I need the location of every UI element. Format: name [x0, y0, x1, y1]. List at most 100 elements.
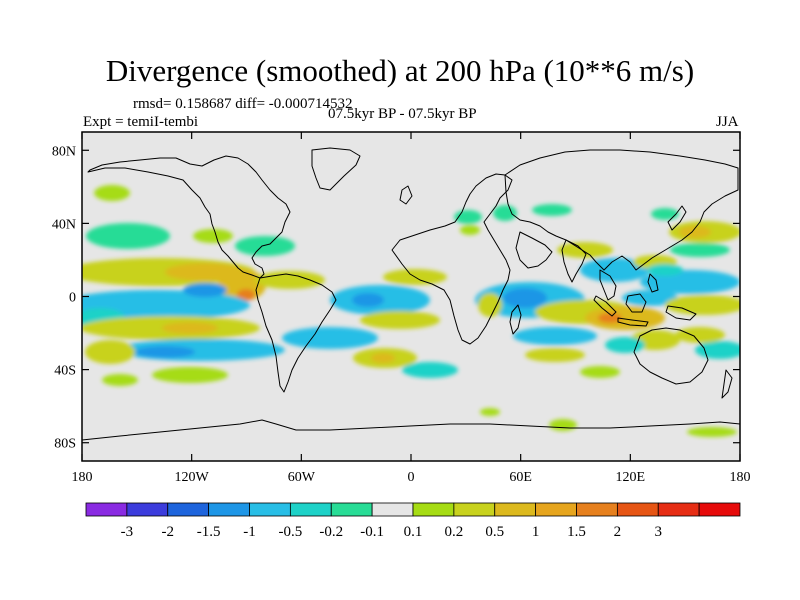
- colorbar-swatch: [576, 502, 618, 517]
- colorbar-label: -3: [121, 524, 134, 540]
- colorbar-label: 1: [532, 524, 540, 540]
- colorbar-label: 0.2: [445, 524, 464, 540]
- field-north-atlantic-cool: [235, 236, 295, 256]
- field-south-pacific-warm-core: [162, 322, 218, 334]
- colorbar-swatch: [535, 502, 577, 517]
- colorbar-swatch: [412, 502, 455, 517]
- coastline-north-america: [87, 155, 291, 279]
- field-south-indian-warm: [525, 348, 585, 362]
- coastline-antarctica: [82, 419, 740, 441]
- field-southwest-pacific-cool: [695, 341, 740, 359]
- field-north-pacific-patch: [94, 185, 130, 201]
- field-south-atlantic-cool: [282, 327, 378, 349]
- lon-tick-label: 180: [72, 470, 93, 485]
- colorbar-swatch: [126, 502, 169, 517]
- axis-ticks: 80N 40N 0 40S 80S 180 120W 60W 0 60E 120E 180: [52, 132, 751, 485]
- colorbar-label: 0.5: [485, 524, 504, 540]
- colorbar-swatch: [330, 502, 373, 517]
- coastline-southeast-asia: [599, 269, 617, 301]
- field-equatorial-pacific-cool-core: [183, 283, 227, 297]
- field-antarctic-warm: [687, 427, 737, 437]
- colorbar-swatch: [494, 502, 537, 517]
- coastline-philippines: [647, 273, 659, 293]
- lon-tick-label: 120E: [616, 470, 646, 485]
- colorbar-label: -2: [162, 524, 175, 540]
- field-southern-ocean-warm-2: [480, 408, 500, 416]
- lat-tick-label: 80S: [54, 437, 76, 452]
- lat-tick-label: 0: [69, 291, 76, 306]
- figure-title: Divergence (smoothed) at 200 hPa (10**6 …: [105, 53, 695, 88]
- field-southwest-pacific-warm: [85, 340, 135, 364]
- colorbar-label: -1: [243, 524, 256, 540]
- field-southern-ocean-warm: [549, 419, 577, 431]
- lon-tick-label: 0: [408, 470, 415, 485]
- field-southwest-pacific-warm: [675, 327, 725, 343]
- field-southern-pacific-cool-core: [135, 346, 195, 358]
- field-north-india-warm: [557, 242, 613, 258]
- field-europe-cool: [493, 205, 517, 221]
- colorbar-swatch: [616, 502, 659, 517]
- colorbar-swatch: [698, 502, 741, 517]
- colorbar-swatch: [167, 502, 210, 517]
- lon-tick-label: 60E: [509, 470, 532, 485]
- colorbar-swatch: [249, 502, 291, 517]
- coastline-new-guinea: [665, 305, 697, 321]
- field-equatorial-pacific-cool: [82, 290, 250, 320]
- coastline-asia: [504, 149, 739, 271]
- field-east-africa-warm: [478, 293, 502, 317]
- field-southern-mid-lat-warm-2: [102, 374, 138, 386]
- field-south-america-warm: [255, 271, 325, 289]
- colorbar-label: 1.5: [567, 524, 586, 540]
- coastline-arabia: [515, 231, 553, 269]
- field-maritime-continent-max: [598, 313, 622, 323]
- field-west-asia-cool: [532, 204, 572, 216]
- colorbar-label: 0.1: [404, 524, 423, 540]
- field-south-atlantic-cool-2: [402, 362, 458, 378]
- stats-text: rmsd= 0.158687 diff= -0.000714532: [133, 96, 353, 112]
- lat-tick-label: 40N: [52, 217, 76, 232]
- coastlines: [82, 147, 740, 441]
- colorbar-swatch: [453, 502, 496, 517]
- colorbar-swatch: [289, 502, 332, 517]
- lon-tick-label: 180: [730, 470, 751, 485]
- field-north-africa-warm: [460, 225, 480, 235]
- field-northwest-pacific-cool-2: [647, 264, 683, 276]
- field-maritime-continent-cool: [622, 290, 678, 306]
- coastline-south-america: [255, 273, 337, 393]
- colorbar-label: -1.5: [197, 524, 221, 540]
- field-south-atlantic-warm: [360, 311, 440, 329]
- field-north-pacific-east-cool-2: [651, 208, 679, 220]
- coastline-madagascar: [509, 304, 522, 335]
- divergence-field: [82, 185, 740, 437]
- coastline-japan: [667, 205, 687, 231]
- field-western-pacific-warm: [665, 295, 740, 315]
- season-label: JJA: [716, 114, 739, 130]
- colorbar-swatch: [85, 502, 128, 517]
- field-north-pacific-cool: [86, 223, 170, 249]
- coastline-europe-africa: [391, 173, 513, 345]
- coastline-sumatra: [593, 295, 617, 317]
- lon-tick-label: 120W: [175, 470, 210, 485]
- field-maritime-continent-warm: [585, 306, 665, 330]
- colorbar-swatch: [208, 502, 250, 517]
- field-southern-indian-warm: [580, 366, 620, 378]
- colorbar-label: 2: [614, 524, 622, 540]
- field-western-atlantic-warm: [193, 229, 233, 243]
- field-north-pacific-east-warm-core: [679, 226, 711, 238]
- field-southern-mid-lat-warm: [152, 367, 228, 383]
- coastline-new-zealand: [721, 369, 733, 399]
- lat-tick-label: 40S: [54, 364, 76, 379]
- colorbar: -3 -2 -1.5 -1 -0.5 -0.2 -0.1 0.1 0.2 0.5 1 1.5 2 3: [85, 502, 741, 540]
- period-label: 07.5kyr BP - 07.5kyr BP: [328, 106, 477, 122]
- coastline-india: [561, 239, 587, 283]
- experiment-label: Expt = temiI-tembi: [83, 114, 199, 130]
- field-central-america-max: [237, 289, 255, 301]
- colorbar-swatch: [371, 502, 414, 517]
- colorbar-label: 3: [655, 524, 663, 540]
- coastline-uk: [399, 185, 413, 205]
- colorbar-label: -0.5: [279, 524, 303, 540]
- colorbar-swatch: [657, 502, 700, 517]
- field-africa-indian-cool-core: [503, 288, 547, 308]
- coastline-greenland: [311, 147, 361, 191]
